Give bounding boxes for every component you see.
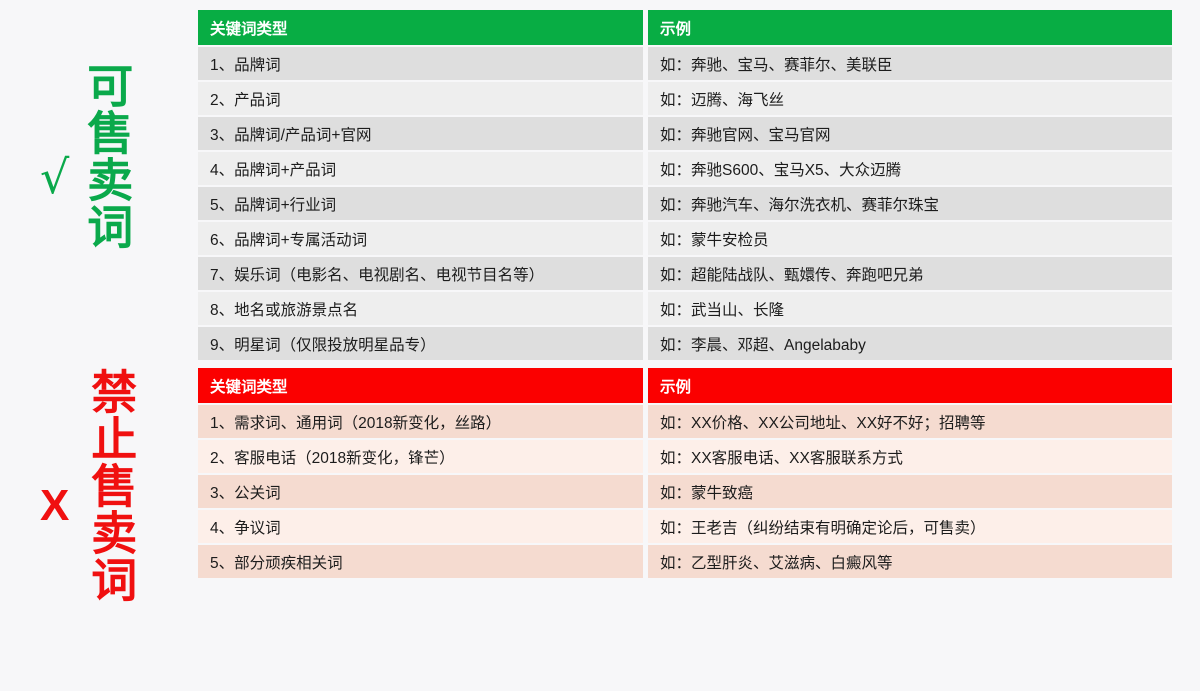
table-row: 3、公关词 如：蒙牛致癌 bbox=[198, 475, 1172, 508]
banned-keywords-table: 关键词类型 示例 1、需求词、通用词（2018新变化，丝路） 如：XX价格、XX… bbox=[198, 368, 1172, 578]
column-header-keyword-type: 关键词类型 bbox=[198, 368, 643, 403]
table-row: 9、明星词（仅限投放明星品专） 如：李晨、邓超、Angelababy bbox=[198, 327, 1172, 360]
cell-keyword-type: 5、品牌词+行业词 bbox=[198, 187, 643, 220]
section-label-allowed: 可售卖词 bbox=[80, 62, 135, 250]
cell-example: 如：李晨、邓超、Angelababy bbox=[648, 327, 1172, 360]
cell-example: 如：奔驰汽车、海尔洗衣机、赛菲尔珠宝 bbox=[648, 187, 1172, 220]
table-row: 6、品牌词+专属活动词 如：蒙牛安检员 bbox=[198, 222, 1172, 255]
cell-keyword-type: 2、产品词 bbox=[198, 82, 643, 115]
allowed-keywords-table: 关键词类型 示例 1、品牌词 如：奔驰、宝马、赛菲尔、美联臣 2、产品词 如：迈… bbox=[198, 10, 1172, 360]
cell-example: 如：蒙牛安检员 bbox=[648, 222, 1172, 255]
table-row: 2、客服电话（2018新变化，锋芒） 如：XX客服电话、XX客服联系方式 bbox=[198, 440, 1172, 473]
table-row: 3、品牌词/产品词+官网 如：奔驰官网、宝马官网 bbox=[198, 117, 1172, 150]
column-header-example: 示例 bbox=[648, 10, 1172, 45]
table-row: 5、品牌词+行业词 如：奔驰汽车、海尔洗衣机、赛菲尔珠宝 bbox=[198, 187, 1172, 220]
table-header-row: 关键词类型 示例 bbox=[198, 368, 1172, 403]
cell-example: 如：XX价格、XX公司地址、XX好不好；招聘等 bbox=[648, 405, 1172, 438]
cell-keyword-type: 2、客服电话（2018新变化，锋芒） bbox=[198, 440, 643, 473]
cell-example: 如：奔驰S600、宝马X5、大众迈腾 bbox=[648, 152, 1172, 185]
table-row: 4、品牌词+产品词 如：奔驰S600、宝马X5、大众迈腾 bbox=[198, 152, 1172, 185]
table-row: 7、娱乐词（电影名、电视剧名、电视节目名等） 如：超能陆战队、甄嬛传、奔跑吧兄弟 bbox=[198, 257, 1172, 290]
cell-example: 如：乙型肝炎、艾滋病、白癜风等 bbox=[648, 545, 1172, 578]
cell-example: 如：超能陆战队、甄嬛传、奔跑吧兄弟 bbox=[648, 257, 1172, 290]
cell-keyword-type: 9、明星词（仅限投放明星品专） bbox=[198, 327, 643, 360]
table-row: 2、产品词 如：迈腾、海飞丝 bbox=[198, 82, 1172, 115]
cell-keyword-type: 1、需求词、通用词（2018新变化，丝路） bbox=[198, 405, 643, 438]
table-row: 8、地名或旅游景点名 如：武当山、长隆 bbox=[198, 292, 1172, 325]
table-row: 4、争议词 如：王老吉（纠纷结束有明确定论后，可售卖） bbox=[198, 510, 1172, 543]
cell-keyword-type: 3、公关词 bbox=[198, 475, 643, 508]
cell-keyword-type: 1、品牌词 bbox=[198, 47, 643, 80]
cell-example: 如：XX客服电话、XX客服联系方式 bbox=[648, 440, 1172, 473]
cell-keyword-type: 7、娱乐词（电影名、电视剧名、电视节目名等） bbox=[198, 257, 643, 290]
cell-keyword-type: 4、争议词 bbox=[198, 510, 643, 543]
cell-keyword-type: 6、品牌词+专属活动词 bbox=[198, 222, 643, 255]
cell-example: 如：奔驰、宝马、赛菲尔、美联臣 bbox=[648, 47, 1172, 80]
column-header-keyword-type: 关键词类型 bbox=[198, 10, 643, 45]
cell-example: 如：武当山、长隆 bbox=[648, 292, 1172, 325]
cell-example: 如：奔驰官网、宝马官网 bbox=[648, 117, 1172, 150]
table-row: 5、部分顽疾相关词 如：乙型肝炎、艾滋病、白癜风等 bbox=[198, 545, 1172, 578]
table-row: 1、品牌词 如：奔驰、宝马、赛菲尔、美联臣 bbox=[198, 47, 1172, 80]
cell-example: 如：王老吉（纠纷结束有明确定论后，可售卖） bbox=[648, 510, 1172, 543]
cell-keyword-type: 8、地名或旅游景点名 bbox=[198, 292, 643, 325]
cell-keyword-type: 4、品牌词+产品词 bbox=[198, 152, 643, 185]
section-marker-allowed: √ 可售卖词 bbox=[40, 62, 135, 250]
table-row: 1、需求词、通用词（2018新变化，丝路） 如：XX价格、XX公司地址、XX好不… bbox=[198, 405, 1172, 438]
cell-example: 如：蒙牛致癌 bbox=[648, 475, 1172, 508]
cell-keyword-type: 3、品牌词/产品词+官网 bbox=[198, 117, 643, 150]
table-header-row: 关键词类型 示例 bbox=[198, 10, 1172, 45]
cross-icon: X bbox=[40, 480, 70, 530]
section-label-banned: 禁止售卖词 bbox=[84, 368, 139, 603]
section-marker-banned: X 禁止售卖词 bbox=[40, 368, 139, 603]
column-header-example: 示例 bbox=[648, 368, 1172, 403]
check-icon: √ bbox=[40, 150, 70, 204]
cell-example: 如：迈腾、海飞丝 bbox=[648, 82, 1172, 115]
cell-keyword-type: 5、部分顽疾相关词 bbox=[198, 545, 643, 578]
